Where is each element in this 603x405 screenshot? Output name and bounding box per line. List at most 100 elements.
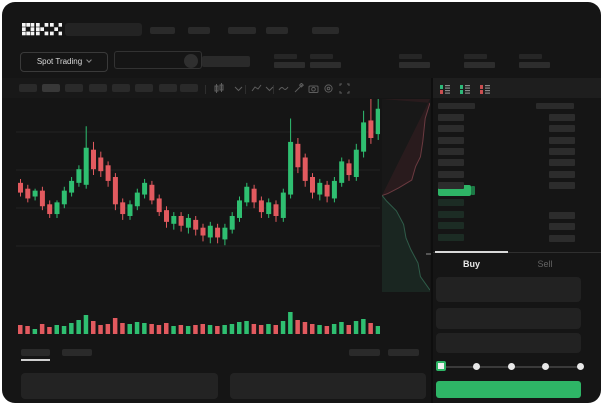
candle (368, 120, 374, 138)
candle (317, 182, 323, 195)
nav-item-placeholder[interactable] (228, 27, 256, 34)
candle (222, 227, 228, 240)
candle (83, 147, 89, 185)
slider-stop-dot[interactable] (576, 363, 584, 370)
candle (25, 188, 31, 199)
total-field[interactable] (436, 333, 581, 353)
nav-item-placeholder[interactable] (150, 27, 175, 34)
active-bottom-tab-underline (21, 359, 50, 361)
candle (361, 122, 367, 152)
candle (32, 190, 38, 197)
history-panel[interactable] (230, 373, 426, 399)
bid-price-placeholder[interactable] (438, 222, 464, 229)
candle (258, 200, 264, 213)
nav-item-placeholder[interactable] (312, 27, 339, 34)
candle (76, 169, 82, 183)
bid-price-placeholder[interactable] (438, 233, 464, 241)
timeframe-button[interactable] (112, 84, 130, 92)
fullscreen-icon[interactable] (339, 83, 350, 94)
bid-amount-placeholder (549, 223, 575, 230)
candle (288, 141, 294, 195)
candle (273, 204, 279, 216)
amount-field[interactable] (436, 308, 581, 329)
book-asks-view-icon[interactable] (479, 84, 491, 95)
book-bids-view-icon[interactable] (459, 84, 471, 95)
candle (310, 177, 315, 193)
candlestick-chart[interactable] (16, 97, 380, 337)
ask-price-placeholder[interactable] (438, 136, 464, 144)
candle (200, 227, 206, 236)
ask-price-placeholder[interactable] (438, 125, 464, 133)
stat-label-placeholder (519, 54, 542, 59)
ask-amount-placeholder (549, 159, 575, 167)
candle (193, 219, 199, 230)
bottom-action-placeholder[interactable] (349, 349, 380, 356)
bottom-action-placeholder[interactable] (388, 349, 419, 356)
candle (185, 217, 191, 228)
ask-price-placeholder[interactable] (438, 147, 464, 155)
timeframe-button[interactable] (89, 84, 107, 92)
camera-icon[interactable] (308, 83, 319, 94)
candle (156, 198, 162, 213)
orders-panel[interactable] (21, 373, 218, 399)
line-tool-icon[interactable] (278, 83, 289, 94)
candle (164, 210, 169, 222)
slider-stop-dot[interactable] (473, 363, 480, 370)
timeframe-button[interactable] (42, 84, 60, 92)
bid-price-placeholder[interactable] (438, 199, 464, 206)
candle (237, 200, 242, 218)
buy-tab-underline (435, 251, 508, 253)
bottom-tab-placeholder[interactable] (62, 349, 92, 356)
stat-label-placeholder (274, 54, 297, 59)
settings-icon[interactable] (323, 83, 334, 94)
indicators-icon[interactable] (251, 83, 262, 94)
draw-icon[interactable] (293, 83, 304, 94)
candle (346, 163, 352, 176)
stat-label-placeholder (399, 54, 422, 59)
slider-stop-dot[interactable] (507, 363, 515, 370)
buy-submit-button[interactable] (436, 381, 581, 398)
market-type-dropdown[interactable]: Spot Trading (20, 52, 108, 72)
nav-item-placeholder[interactable] (266, 27, 288, 34)
chevron-down-icon[interactable] (264, 83, 275, 94)
ob-header-amount-placeholder (536, 103, 574, 109)
tab-sell[interactable]: Sell (537, 259, 553, 269)
candle-style-icon[interactable] (214, 83, 225, 94)
timeframe-button[interactable] (65, 84, 83, 92)
book-split-view-icon[interactable] (439, 84, 451, 95)
candle (142, 182, 148, 195)
candle (339, 161, 345, 183)
timeframe-button[interactable] (159, 84, 177, 92)
ask-price-placeholder[interactable] (438, 114, 464, 121)
tab-buy[interactable]: Buy (462, 259, 480, 269)
ask-price-placeholder[interactable] (438, 181, 464, 189)
candle (215, 227, 221, 238)
timeframe-button[interactable] (19, 84, 37, 92)
price-field[interactable] (436, 277, 581, 302)
slider-stop-dot[interactable] (542, 363, 549, 370)
timeframe-button[interactable] (180, 84, 198, 92)
ask-amount-placeholder (549, 114, 575, 121)
timeframe-button[interactable] (135, 84, 153, 92)
last-price-bar[interactable] (438, 185, 471, 196)
bottom-tab-placeholder[interactable] (21, 349, 50, 356)
okx-logo (22, 23, 62, 36)
pair-selector-dropdown[interactable] (114, 51, 202, 69)
search-input[interactable] (65, 23, 142, 36)
nav-item-placeholder[interactable] (188, 27, 210, 34)
candle (266, 202, 272, 215)
depth-chart[interactable] (382, 99, 430, 292)
ask-price-placeholder[interactable] (438, 170, 464, 178)
bid-price-placeholder[interactable] (438, 210, 464, 218)
ask-price-placeholder[interactable] (438, 159, 464, 167)
toolbar-separator (245, 85, 246, 94)
candle (69, 180, 75, 193)
depth-price-marker (426, 253, 433, 255)
candle (295, 143, 301, 168)
toolbar-separator (205, 85, 206, 94)
chevron-down-icon[interactable] (233, 83, 244, 94)
amount-slider-handle[interactable] (436, 361, 446, 371)
candle (207, 225, 213, 238)
orderbook-topbar (433, 78, 601, 98)
